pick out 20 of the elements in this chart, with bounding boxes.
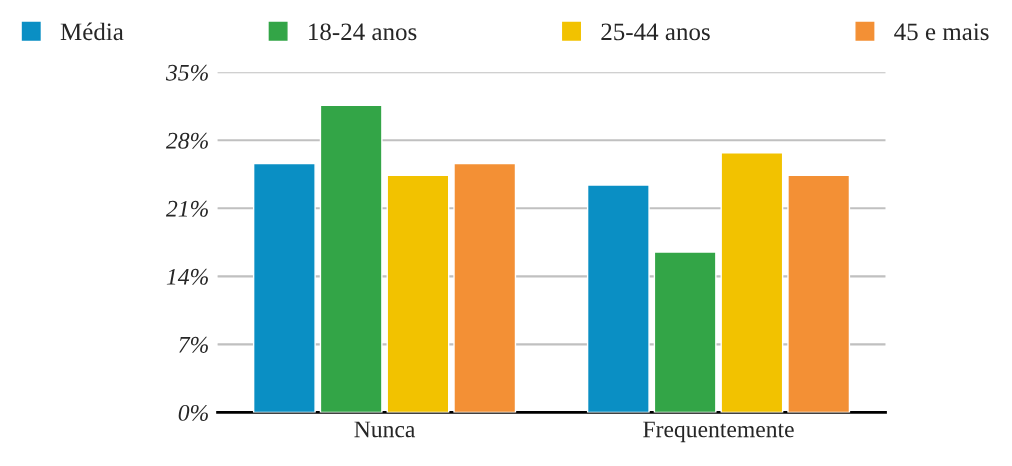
bar	[252, 162, 316, 413]
legend-label: 45 e mais	[894, 23, 989, 41]
y-tick-label: 28%	[165, 132, 208, 149]
y-tick-label: 14%	[166, 268, 208, 285]
bar	[787, 174, 851, 413]
y-tick-label: 21%	[165, 200, 208, 217]
bar	[386, 174, 450, 413]
y-tick-label: 7%	[179, 336, 208, 353]
bar	[586, 184, 650, 413]
legend-label: Média	[60, 22, 124, 41]
bar	[319, 104, 383, 413]
bar	[720, 152, 784, 413]
legend-label: 18-24 anos	[309, 23, 417, 41]
bar	[453, 162, 517, 413]
y-tick-label: 35%	[165, 64, 208, 81]
y-tick-label: 0%	[178, 404, 208, 421]
x-tick-label: Nunca	[354, 421, 416, 438]
bar	[653, 251, 717, 413]
x-tick-label: Frequentemente	[643, 421, 794, 443]
legend-label: 25-44 anos	[601, 23, 710, 41]
